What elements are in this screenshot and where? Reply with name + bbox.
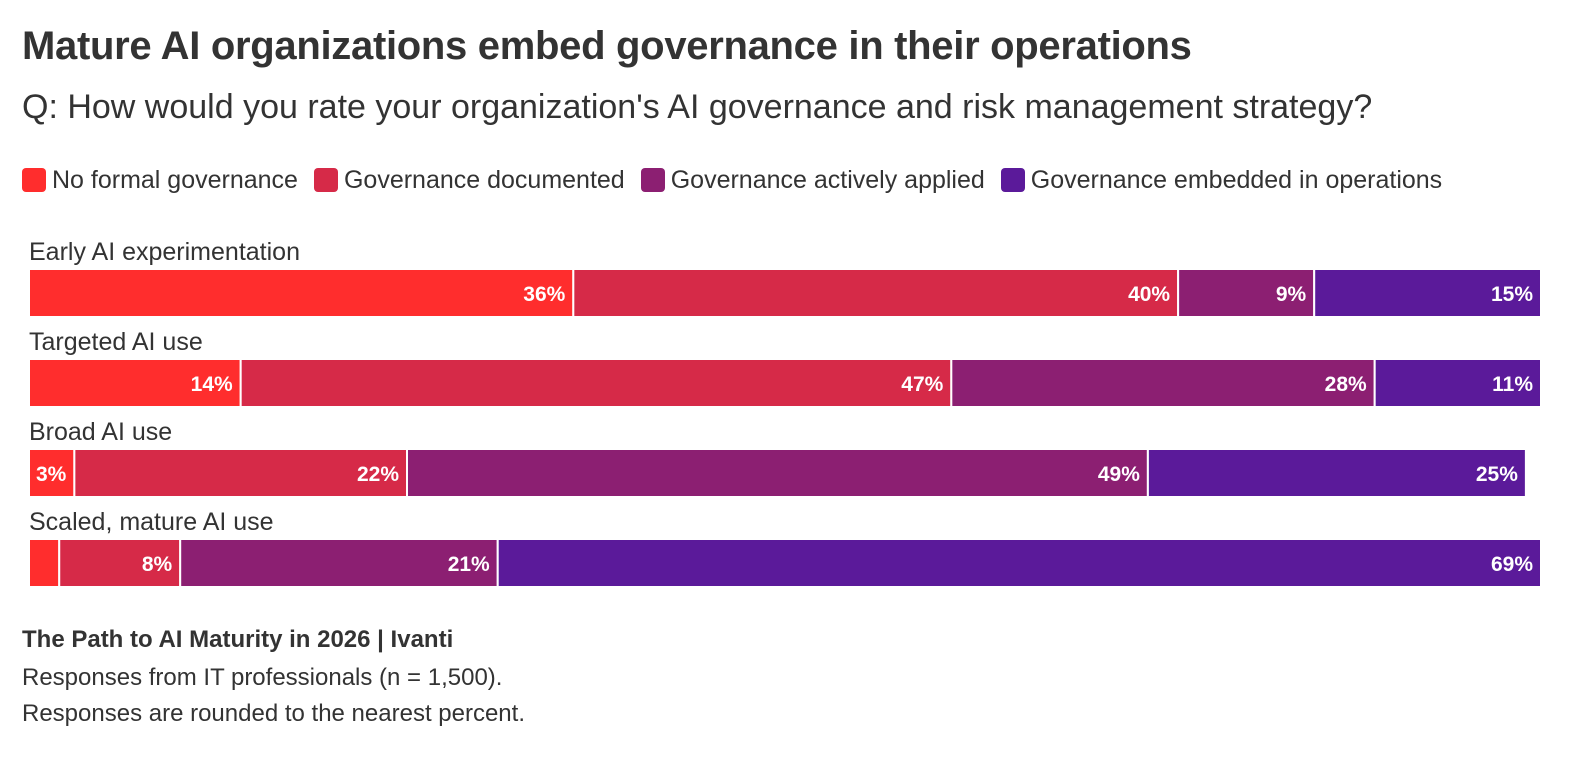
value-label: 28% [1325,373,1367,396]
footnote-rounding: Responses are rounded to the nearest per… [22,700,525,727]
bar-segment [1177,268,1316,318]
legend: No formal governance Governance document… [22,164,1458,196]
legend-label: Governance documented [343,165,625,194]
category-label: Scaled, mature AI use [29,508,274,536]
legend-swatch [313,168,338,192]
category-label: Broad AI use [29,418,172,446]
bar-segment [950,358,1376,408]
legend-swatch [22,168,46,192]
legend-item-governance-actively-applied: Governance actively applied [640,165,985,195]
bar-segment [239,358,953,408]
bar-segment [572,268,1180,318]
bar-segment [1313,268,1542,318]
chart-title: Mature AI organizations embed governance… [22,24,1192,68]
bar-segment [28,268,575,318]
bar-segment [496,538,1543,588]
bar-segment [406,448,1149,498]
bar-segment [28,448,76,498]
bar-segment [1146,448,1527,498]
legend-swatch [640,168,665,192]
legend-label: No formal governance [52,165,298,194]
value-label: 69% [1491,553,1533,576]
legend-label: Governance actively applied [670,165,985,194]
value-label: 15% [1491,283,1533,306]
value-label: 21% [448,553,490,576]
bar-segment [28,358,242,408]
stacked-bar-chart: Early AI experimentation 36% 40% 9% 15% Targe… [28,238,1543,588]
value-label: 3% [36,463,67,486]
value-label: 49% [1098,463,1140,486]
source-credit: The Path to AI Maturity in 2026 | Ivanti [22,626,454,653]
category-label: Targeted AI use [29,328,203,356]
value-label: 11% [1492,373,1533,396]
value-label: 47% [901,373,943,396]
bar-segment [58,538,182,588]
value-label: 40% [1128,283,1170,306]
value-label: 36% [523,283,565,306]
legend-label: Governance embedded in operations [1030,165,1443,194]
bar-segment [73,448,409,498]
category-label: Early AI experimentation [29,238,300,266]
legend-item-governance-embedded: Governance embedded in operations [1000,165,1443,195]
bar-segment [179,538,499,588]
value-label: 25% [1476,463,1518,486]
legend-item-governance-documented: Governance documented [313,165,625,195]
bar-segment [1373,358,1543,408]
legend-swatch [1000,168,1025,192]
footnote-sample: Responses from IT professionals (n = 1,5… [22,664,503,691]
legend-item-no-formal-governance: No formal governance [22,166,298,195]
value-label: 14% [191,373,233,396]
value-label: 9% [1276,283,1307,306]
value-label: 8% [142,553,173,576]
value-label: 22% [357,463,399,486]
bar-segment [28,538,61,588]
chart-subtitle: Q: How would you rate your organization'… [22,88,1373,126]
